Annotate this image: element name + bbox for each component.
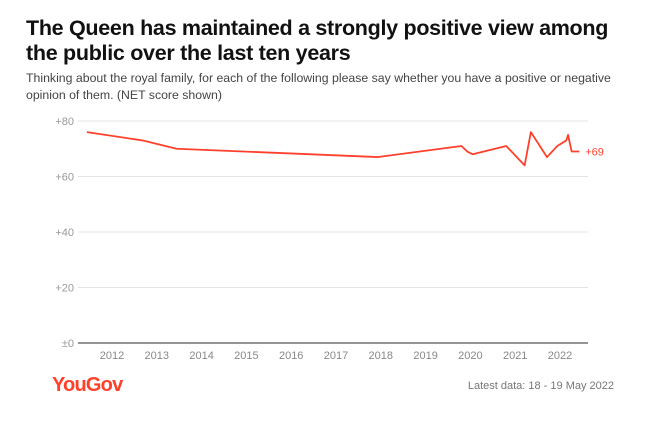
y-tick-label: +80 xyxy=(55,116,74,128)
x-tick-label: 2022 xyxy=(548,350,572,362)
yougov-logo: YouGov xyxy=(52,374,123,396)
x-tick-label: 2013 xyxy=(145,350,169,362)
y-tick-label: +60 xyxy=(55,172,74,184)
x-tick-label: 2012 xyxy=(100,350,124,362)
x-tick-label: 2019 xyxy=(413,350,437,362)
series-line xyxy=(86,131,580,167)
y-tick-label: +20 xyxy=(55,283,74,295)
y-tick-label: ±0 xyxy=(62,338,74,350)
x-tick-label: 2021 xyxy=(503,350,527,362)
y-tick-label: +40 xyxy=(55,227,74,239)
x-tick-label: 2017 xyxy=(324,350,348,362)
end-value-label: +69 xyxy=(585,147,604,159)
x-tick-label: 2014 xyxy=(189,350,213,362)
x-tick-label: 2015 xyxy=(234,350,258,362)
latest-data-note: Latest data: 18 - 19 May 2022 xyxy=(467,380,614,392)
x-tick-label: 2016 xyxy=(279,350,303,362)
chart-subtitle: Thinking about the royal family, for eac… xyxy=(26,71,611,102)
chart-title: The Queen has maintained a strongly posi… xyxy=(26,16,609,65)
x-tick-label: 2018 xyxy=(369,350,393,362)
x-tick-label: 2020 xyxy=(458,350,482,362)
